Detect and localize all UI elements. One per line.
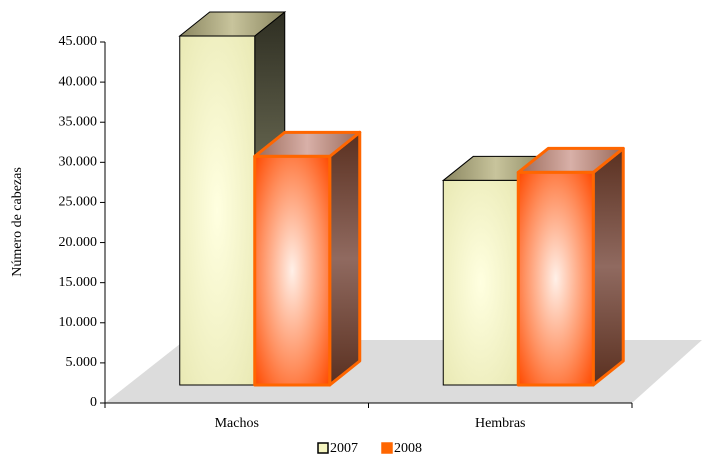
legend-label: 2008 (394, 441, 422, 455)
bar (253, 130, 362, 387)
y-tick-label: 40.000 (59, 74, 98, 89)
bar-front (179, 35, 256, 386)
y-tick-label: 45.000 (59, 34, 98, 49)
y-tick-label: 10.000 (59, 315, 98, 330)
y-tick-label: 15.000 (59, 275, 98, 290)
y-tick-label: 35.000 (59, 114, 98, 129)
x-tick-label: Hembras (475, 416, 526, 431)
x-tick-label: Machos (215, 416, 259, 431)
bar-front (442, 179, 519, 386)
y-tick-label: 20.000 (59, 235, 98, 250)
bar-front (253, 154, 332, 387)
bar-front (516, 170, 595, 387)
y-axis-label: Número de cabezas (10, 167, 25, 277)
legend-label: 2007 (330, 441, 358, 455)
legend-swatch (317, 442, 329, 454)
y-tick-label: 5.000 (66, 355, 98, 370)
y-tick-label: 0 (90, 395, 97, 410)
y-tick-label: 25.000 (59, 195, 98, 210)
bar (516, 146, 625, 387)
bar-side (328, 130, 362, 387)
bar-side (591, 146, 625, 387)
legend-swatch (381, 442, 393, 454)
y-tick-label: 30.000 (59, 155, 98, 170)
